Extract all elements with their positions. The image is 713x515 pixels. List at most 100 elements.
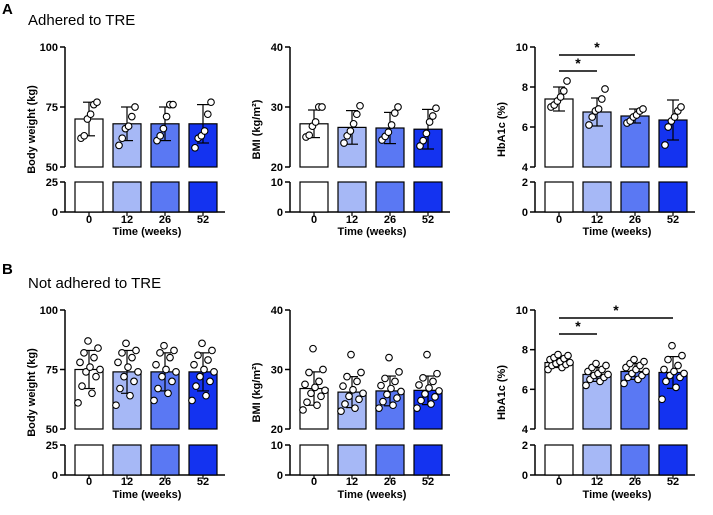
y-tick-label: 25 bbox=[46, 440, 58, 452]
x-tick-label: 52 bbox=[197, 214, 209, 226]
x-tick-label: 0 bbox=[556, 214, 562, 226]
x-tick-label: 26 bbox=[159, 214, 171, 226]
data-point bbox=[435, 387, 443, 395]
x-axis-label: Time (weeks) bbox=[583, 489, 652, 501]
data-point bbox=[393, 394, 401, 402]
data-point bbox=[677, 103, 685, 111]
x-axis-label: Time (weeks) bbox=[583, 226, 652, 238]
chart-A-weight: 100 75 50 25 0 Body weight (kg) 0 12 26 52 Time (w… bbox=[26, 42, 225, 238]
data-point bbox=[658, 395, 666, 404]
data-point bbox=[427, 400, 435, 408]
data-point bbox=[92, 372, 100, 381]
data-point bbox=[387, 384, 395, 393]
data-point bbox=[170, 346, 178, 355]
data-point bbox=[389, 401, 397, 410]
y-tick-label: 10 bbox=[271, 440, 283, 452]
y-tick-label: 4 bbox=[522, 424, 529, 436]
x-tick-label: 12 bbox=[346, 476, 358, 488]
panel-title-b: Not adhered to TRE bbox=[28, 275, 161, 292]
data-point bbox=[397, 387, 405, 396]
bar-lower-26 bbox=[620, 181, 650, 213]
data-point bbox=[433, 369, 441, 378]
y-tick-label: 6 bbox=[522, 122, 528, 134]
y-tick-label: 50 bbox=[46, 424, 58, 436]
bar-lower-52 bbox=[188, 444, 218, 476]
bar-lower-52 bbox=[413, 181, 443, 213]
x-tick-label: 0 bbox=[311, 476, 317, 488]
significance-label: * bbox=[613, 302, 619, 318]
data-point bbox=[126, 391, 134, 400]
panel-title-a: Adhered to TRE bbox=[28, 12, 135, 29]
data-point bbox=[202, 391, 210, 400]
data-point bbox=[349, 385, 357, 394]
y-axis-label: HbA1c (%) bbox=[496, 365, 508, 420]
bar-lower-0 bbox=[299, 181, 329, 213]
data-point bbox=[429, 377, 437, 386]
data-point bbox=[115, 141, 123, 150]
bar-lower-12 bbox=[337, 444, 367, 476]
chart-B-hba1c: 10 8 6 4 2 0 HbA1c (%) 0 12 26 52 Time (weeks) * * bbox=[496, 302, 695, 501]
y-tick-label: 75 bbox=[46, 102, 58, 114]
data-point bbox=[639, 105, 647, 113]
data-point bbox=[156, 131, 165, 140]
bar-lower-12 bbox=[582, 181, 612, 213]
y-tick-label: 20 bbox=[271, 162, 283, 174]
data-point bbox=[390, 109, 399, 117]
y-tick-label: 30 bbox=[271, 365, 283, 377]
data-point bbox=[128, 353, 136, 362]
y-axis-label: Body weight (kg) bbox=[26, 348, 38, 437]
bar-lower-26 bbox=[150, 181, 180, 213]
data-point bbox=[208, 346, 216, 355]
y-tick-label: 100 bbox=[40, 42, 58, 54]
data-point bbox=[432, 104, 440, 113]
y-axis-label: Body weight (kg) bbox=[26, 85, 38, 174]
data-point bbox=[196, 372, 204, 381]
data-point bbox=[341, 400, 349, 408]
data-point bbox=[554, 350, 562, 359]
data-point bbox=[592, 359, 600, 368]
x-tick-label: 52 bbox=[667, 476, 679, 488]
chart-A-bmi: 40 30 20 10 0 BMI (kg/m²) 0 12 26 52 Time (weeks) bbox=[251, 42, 450, 238]
data-point bbox=[351, 404, 359, 413]
y-tick-label: 40 bbox=[271, 42, 283, 54]
y-tick-label: 0 bbox=[522, 207, 528, 219]
data-point bbox=[428, 112, 437, 120]
data-point bbox=[78, 382, 86, 391]
data-point bbox=[318, 103, 326, 111]
bar-lower-52 bbox=[188, 181, 218, 213]
data-point bbox=[114, 358, 122, 367]
x-axis-label: Time (weeks) bbox=[338, 489, 407, 501]
data-point bbox=[343, 372, 351, 381]
data-point bbox=[301, 380, 309, 389]
data-point bbox=[116, 384, 124, 393]
data-point bbox=[359, 389, 367, 398]
data-point bbox=[96, 365, 104, 374]
data-point bbox=[566, 358, 574, 367]
data-point bbox=[93, 98, 101, 107]
bar-upper-0 bbox=[544, 361, 574, 430]
data-point bbox=[602, 361, 610, 370]
data-point bbox=[120, 372, 128, 381]
data-point bbox=[160, 341, 168, 350]
data-point bbox=[192, 382, 200, 391]
x-tick-label: 26 bbox=[159, 476, 171, 488]
data-point bbox=[210, 368, 218, 376]
data-point bbox=[381, 374, 389, 383]
data-point bbox=[191, 143, 199, 152]
data-point bbox=[90, 353, 98, 362]
y-tick-label: 10 bbox=[516, 305, 528, 317]
data-point bbox=[319, 365, 327, 374]
data-point bbox=[303, 398, 311, 407]
data-point bbox=[670, 367, 678, 376]
data-point bbox=[594, 105, 603, 113]
chart-A-hba1c: 10 8 6 4 2 0 HbA1c (%) 0 12 26 52 Time (weeks) * * bbox=[496, 39, 695, 238]
y-tick-label: 0 bbox=[52, 470, 58, 482]
x-tick-label: 52 bbox=[422, 476, 434, 488]
data-point bbox=[164, 389, 172, 398]
x-tick-label: 26 bbox=[629, 476, 641, 488]
data-point bbox=[206, 377, 214, 386]
data-point bbox=[630, 355, 638, 364]
bar-lower-0 bbox=[544, 181, 574, 213]
data-point bbox=[379, 397, 387, 406]
